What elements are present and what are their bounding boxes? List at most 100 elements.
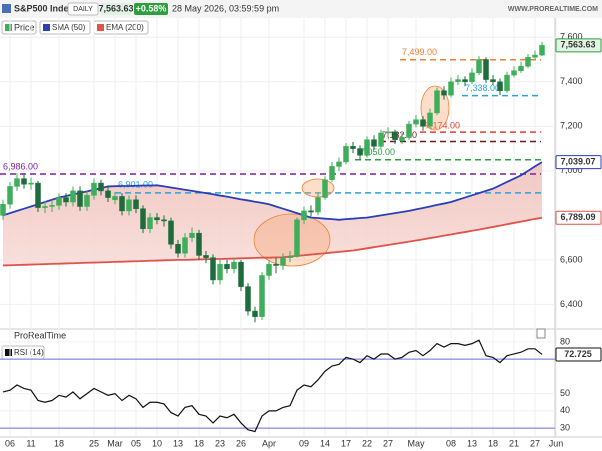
candle-body <box>329 166 335 180</box>
x-tick-label: 14 <box>320 438 330 448</box>
candle-body <box>182 237 188 254</box>
candle-body <box>497 81 503 91</box>
datetime: 28 May 2026, 03:59:59 pm <box>172 3 279 13</box>
candle-body <box>490 79 496 83</box>
x-tick-label: Apr <box>262 438 276 448</box>
candle-body <box>525 57 531 67</box>
candle-body <box>315 197 321 213</box>
last-price-label: 7,563.63 <box>560 40 595 50</box>
legend-swatch <box>97 24 104 31</box>
candle-body <box>63 197 69 203</box>
candle-body <box>350 146 356 149</box>
overlay-last-box <box>555 210 602 225</box>
info-icon[interactable] <box>536 328 546 339</box>
candle-body <box>336 161 342 167</box>
rsi-last-box <box>555 347 602 362</box>
candle-body <box>371 139 377 147</box>
x-tick-label: Mar <box>107 438 123 448</box>
y-tick-label: 6,400 <box>560 299 583 309</box>
candle-body <box>322 179 328 198</box>
candle-body <box>210 257 216 281</box>
legend: Price SMA (50) EMA (200) <box>1 20 149 35</box>
candle-body <box>21 178 27 185</box>
overlay-last-label: 7,039.07 <box>560 157 595 167</box>
candle-body <box>49 205 55 207</box>
brand: ProRealTime <box>14 330 66 340</box>
x-tick-label: 23 <box>215 438 225 448</box>
candle-body <box>364 139 370 156</box>
x-tick-label: 10 <box>152 438 162 448</box>
candle-body <box>119 196 125 212</box>
x-tick-label: 18 <box>194 438 204 448</box>
candle-body <box>455 79 461 83</box>
highlight <box>253 213 331 267</box>
candle-body <box>287 256 293 258</box>
candle-body <box>448 81 454 96</box>
candle-body <box>98 182 104 192</box>
candle-body <box>476 59 482 74</box>
candle-body <box>224 264 230 270</box>
candle-body <box>259 275 265 317</box>
x-tick-label: 11 <box>26 438 35 448</box>
level-label: 6,901.00 <box>118 179 153 189</box>
candle-body <box>245 286 251 312</box>
candle-body <box>280 257 286 266</box>
candle-body <box>441 90 447 96</box>
candle-body <box>133 199 139 209</box>
x-tick-label: Jun <box>549 438 564 448</box>
legend-label: SMA (50) <box>52 23 86 32</box>
candle-body <box>196 232 202 256</box>
x-tick-label: 18 <box>54 438 64 448</box>
candle-body <box>343 146 349 163</box>
x-tick-label: 06 <box>5 438 15 448</box>
change: +0.58% <box>136 3 167 13</box>
y-tick-label: 30 <box>560 422 570 432</box>
last-price: 7,563.63 <box>98 3 133 13</box>
level-label: 7,499.00 <box>402 47 437 57</box>
candle-body <box>84 195 90 207</box>
candle-body <box>252 310 258 317</box>
x-tick-label: 09 <box>299 438 309 448</box>
candle-body <box>56 197 62 206</box>
level-label: 6,986.00 <box>3 161 38 171</box>
level-label: 7,050.00 <box>360 147 395 157</box>
legend-label: RSI (14) <box>14 348 44 357</box>
overlay-last-box <box>555 155 602 170</box>
candle-body <box>203 255 209 258</box>
candle-body <box>161 219 167 222</box>
legend-label: Price <box>14 22 35 32</box>
candle-body <box>434 90 440 114</box>
last-box <box>101 3 131 15</box>
site: WWW.PROREALTIME.COM <box>508 6 598 13</box>
candle-body <box>406 123 412 138</box>
y-tick-label: 6,600 <box>560 254 583 264</box>
candle-body <box>427 112 433 127</box>
candle-body <box>301 210 307 221</box>
candle-body <box>42 206 48 208</box>
y-tick-label: 7,000 <box>560 165 583 175</box>
candle-body <box>238 261 244 287</box>
legend-box <box>39 20 91 35</box>
candle-body <box>14 178 20 187</box>
x-tick-label: 08 <box>446 438 456 448</box>
candle-body <box>217 264 223 281</box>
x-tick-label: 13 <box>467 438 477 448</box>
y-tick-label: 7,600 <box>560 32 583 42</box>
y-tick-label: 80 <box>560 336 570 346</box>
candle-body <box>105 190 111 198</box>
y-tick-label: 7,200 <box>560 121 583 131</box>
x-tick-label: 13 <box>173 438 183 448</box>
candle-body <box>385 131 391 134</box>
candle-body <box>399 137 405 142</box>
candle-body <box>231 261 237 270</box>
candle-body <box>392 131 398 140</box>
level-label: 7,132.00 <box>382 130 417 140</box>
candle-body <box>483 59 489 80</box>
rsi-last-label: 72.725 <box>564 349 592 359</box>
candle-body <box>0 203 6 216</box>
candle-body <box>511 70 517 76</box>
candle-body <box>266 264 272 276</box>
candle-body <box>112 196 118 201</box>
last-price-box <box>555 38 602 53</box>
